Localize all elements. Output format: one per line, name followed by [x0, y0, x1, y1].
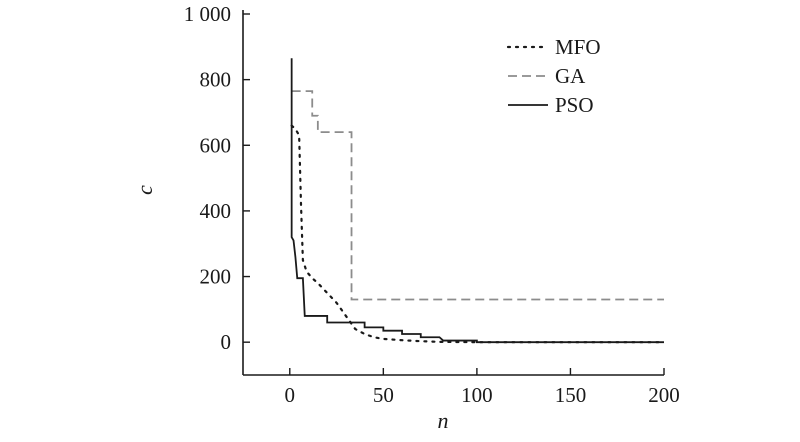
legend-label-ga: GA	[555, 64, 586, 88]
series-line-pso	[290, 58, 664, 344]
legend-label-pso: PSO	[555, 93, 594, 117]
y-tick-label: 800	[200, 68, 232, 92]
axes-group	[242, 10, 664, 376]
y-tick-label: 0	[221, 330, 232, 354]
y-tick-label: 400	[200, 199, 232, 223]
series-line-mfo	[290, 124, 666, 344]
x-tick-label: 150	[555, 383, 587, 407]
legend-label-mfo: MFO	[555, 35, 601, 59]
legend: MFO GA PSO	[506, 35, 601, 117]
ticks-group: 0 50 100 150 200 0 200 400 600 800 1 000	[184, 2, 680, 407]
x-tick-label: 200	[648, 383, 680, 407]
y-axis-label: c	[132, 185, 157, 195]
y-tick-label: 1 000	[184, 2, 231, 26]
y-tick-label: 200	[200, 265, 232, 289]
x-tick-label: 0	[285, 383, 296, 407]
series-line-ga	[291, 90, 664, 301]
x-tick-label: 100	[461, 383, 493, 407]
x-tick-label: 50	[373, 383, 394, 407]
y-tick-label: 600	[200, 133, 232, 157]
series-group	[290, 58, 666, 344]
x-axis-label: n	[438, 408, 449, 433]
